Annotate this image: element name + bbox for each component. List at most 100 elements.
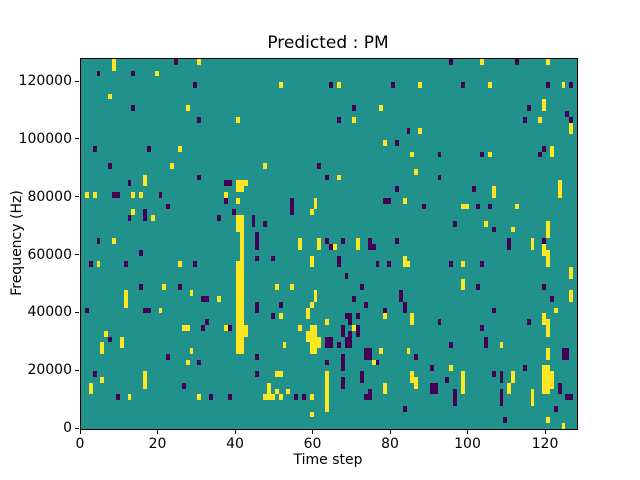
heatmap-cell — [282, 342, 287, 349]
heatmap-cell — [348, 313, 353, 320]
heatmap-cell — [131, 191, 136, 198]
heatmap-cell — [542, 284, 546, 291]
heatmap-cell — [383, 388, 388, 395]
heatmap-cell — [309, 336, 314, 343]
heatmap-cell — [511, 226, 515, 233]
heatmap-cell — [177, 261, 182, 268]
heatmap-cell — [565, 111, 570, 117]
y-tick-mark — [75, 427, 79, 429]
heatmap-cell — [290, 209, 295, 216]
heatmap-cell — [305, 307, 310, 314]
heatmap-cell — [348, 319, 353, 325]
y-tick-label: 60000 — [27, 246, 72, 263]
heatmap-cell — [460, 261, 465, 268]
heatmap-cell — [549, 296, 554, 302]
heatmap-cell — [84, 307, 89, 314]
heatmap-cell — [460, 382, 465, 389]
heatmap-cell — [309, 330, 314, 337]
heatmap-cell — [317, 342, 322, 349]
heatmap-cell — [224, 197, 229, 204]
heatmap-cell — [313, 330, 318, 337]
heatmap-cell — [561, 423, 566, 429]
heatmap-cell — [542, 382, 546, 389]
heatmap-cell — [410, 371, 415, 377]
heatmap-cell — [236, 324, 240, 331]
heatmap-cell — [162, 284, 167, 291]
heatmap-cell — [317, 244, 322, 250]
heatmap-cell — [491, 371, 496, 377]
heatmap-cell — [569, 82, 574, 88]
heatmap-cell — [507, 388, 512, 395]
heatmap-cell — [549, 145, 554, 152]
heatmap-cell — [239, 226, 244, 233]
heatmap-cell — [243, 324, 248, 331]
heatmap-cell — [143, 376, 147, 383]
heatmap-cell — [332, 244, 337, 250]
heatmap-cell — [239, 348, 244, 354]
heatmap-cell — [143, 180, 147, 187]
heatmap-cell — [383, 307, 388, 314]
heatmap-cell — [329, 336, 333, 343]
heatmap-cell — [460, 388, 465, 395]
heatmap-cell — [410, 313, 415, 320]
chart-title: Predicted : PM — [267, 33, 389, 53]
heatmap-cell — [511, 376, 515, 383]
heatmap-cell — [278, 313, 283, 320]
heatmap-cell — [197, 174, 202, 181]
heatmap-cell — [398, 296, 403, 302]
heatmap-cell — [542, 388, 546, 395]
heatmap-cell — [92, 371, 97, 377]
heatmap-cell — [375, 359, 380, 366]
heatmap-cell — [410, 151, 415, 158]
heatmap-cell — [325, 376, 329, 383]
heatmap-cell — [480, 324, 484, 331]
heatmap-cell — [360, 376, 364, 383]
heatmap-cell — [484, 336, 488, 343]
heatmap-cell — [549, 151, 554, 158]
heatmap-cell — [309, 411, 314, 418]
heatmap-cell — [189, 348, 194, 354]
heatmap-cell — [565, 353, 570, 360]
heatmap-cell — [239, 215, 244, 221]
heatmap-cell — [278, 394, 283, 401]
heatmap-cell — [336, 174, 341, 181]
heatmap-cell — [115, 394, 120, 401]
heatmap-cell — [437, 151, 442, 158]
heatmap-cell — [379, 105, 384, 112]
heatmap-cell — [177, 284, 182, 291]
heatmap-cell — [239, 220, 244, 227]
heatmap-cell — [538, 151, 543, 158]
heatmap-cell — [236, 342, 240, 349]
heatmap-cell — [542, 105, 546, 112]
heatmap-cell — [429, 365, 434, 372]
heatmap-cell — [166, 203, 171, 210]
x-tick-mark — [157, 430, 158, 434]
heatmap-cell — [402, 301, 407, 308]
heatmap-cell — [445, 376, 450, 383]
heatmap-cell — [325, 342, 329, 349]
heatmap-cell — [263, 163, 267, 169]
heatmap-cell — [239, 330, 244, 337]
x-tick-label: 80 — [381, 436, 399, 452]
heatmap-cell — [367, 348, 372, 354]
heatmap-cell — [251, 220, 256, 227]
heatmap-cell — [363, 353, 368, 360]
heatmap-cell — [154, 70, 159, 77]
heatmap-cell — [336, 255, 341, 262]
heatmap-cell — [174, 59, 178, 65]
heatmap-cell — [239, 180, 244, 187]
heatmap-cell — [255, 371, 260, 377]
heatmap-cell — [236, 272, 240, 279]
heatmap-cell — [224, 180, 229, 187]
heatmap-cell — [88, 261, 93, 268]
heatmap-cell — [127, 180, 132, 187]
heatmap-cell — [557, 388, 562, 395]
heatmap-cell — [158, 191, 163, 198]
heatmap-cell — [92, 145, 97, 152]
heatmap-cell — [317, 238, 322, 244]
heatmap-cell — [371, 244, 376, 250]
heatmap-cell — [255, 301, 260, 308]
heatmap-cell — [460, 278, 465, 285]
heatmap-cell — [352, 296, 357, 302]
heatmap-cell — [507, 238, 512, 244]
